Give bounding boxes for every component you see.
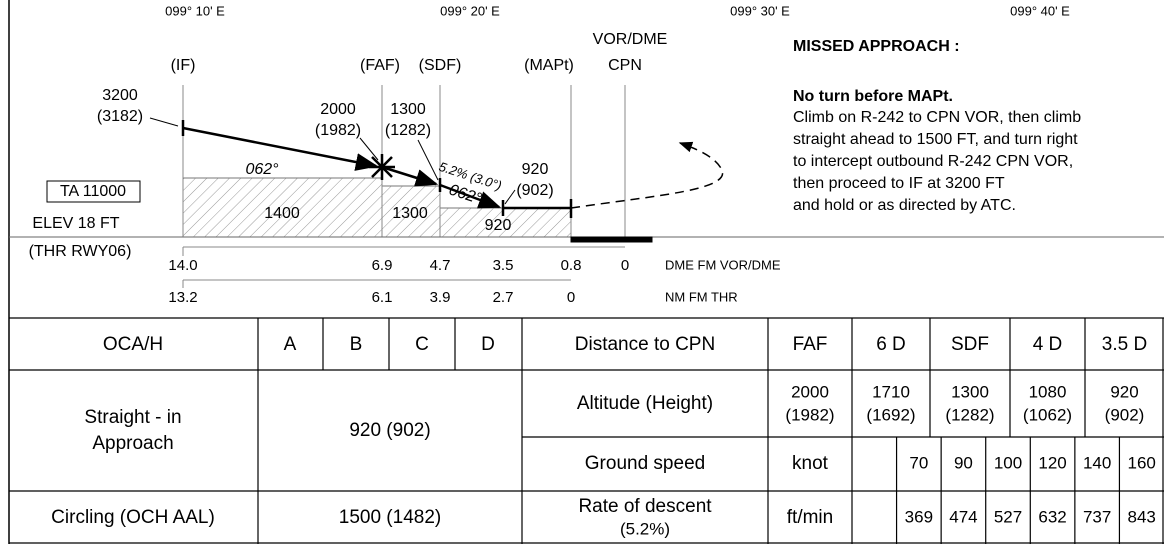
nm-value: 2.7 — [493, 289, 514, 306]
row-label: Straight - in — [84, 407, 181, 428]
nm-label: NM FM THR — [665, 289, 738, 304]
speed-value: 140 — [1083, 453, 1111, 472]
altitude-label: 2000 — [320, 101, 356, 118]
height-value: (1062) — [1023, 405, 1072, 424]
descent-value: 737 — [1083, 507, 1111, 526]
altitude-label: 1300 — [390, 101, 426, 118]
missed-subtitle: No turn before MAPt. — [793, 88, 953, 105]
dme-value: 0 — [621, 257, 629, 274]
descent-value: 474 — [949, 507, 977, 526]
dme-label: DME FM VOR/DME — [665, 257, 781, 272]
oca-area-label: 1400 — [264, 205, 300, 222]
dme-value: 6.9 — [372, 257, 393, 274]
height-label: (1982) — [315, 122, 361, 139]
dme-value: 4.7 — [430, 257, 451, 274]
transition-altitude: TA 11000 — [60, 183, 126, 200]
column-header: SDF — [951, 334, 989, 355]
missed-text: straight ahead to 1500 FT, and turn righ… — [793, 131, 1078, 148]
oca-area-label: 920 — [485, 217, 512, 234]
height-label: (1282) — [385, 122, 431, 139]
altitude-label: 920 — [522, 161, 549, 178]
missed-text: then proceed to IF at 3200 FT — [793, 175, 1005, 192]
longitude-label: 099° 20' E — [440, 3, 500, 18]
height-value: (1282) — [945, 405, 994, 424]
row-label: Circling (OCH AAL) — [51, 507, 215, 528]
descent-value: 632 — [1038, 507, 1066, 526]
dme-value: 3.5 — [493, 257, 514, 274]
nm-value: 6.1 — [372, 289, 393, 306]
speed-value: 120 — [1038, 453, 1066, 472]
row-label: Distance to CPN — [575, 334, 715, 355]
table-header: D — [481, 334, 495, 355]
fix-label: (FAF) — [360, 57, 400, 74]
longitude-label: 099° 40' E — [1010, 3, 1070, 18]
table-header: OCA/H — [103, 334, 163, 355]
height-label: (3182) — [97, 108, 143, 125]
nm-value: 3.9 — [430, 289, 451, 306]
table-grid — [9, 317, 1164, 544]
speed-value: 90 — [954, 453, 973, 472]
missed-title: MISSED APPROACH : — [793, 38, 960, 55]
row-label: Rate of descent — [578, 496, 712, 517]
oca-area-label: 1300 — [392, 205, 428, 222]
descent-value: 843 — [1128, 507, 1156, 526]
missed-text: Climb on R-242 to CPN VOR, then climb — [793, 109, 1081, 126]
table-header: C — [415, 334, 429, 355]
dme-value: 14.0 — [168, 257, 197, 274]
altitude-value: 1080 — [1029, 382, 1067, 401]
altitude-value: 1300 — [951, 382, 989, 401]
nm-value: 13.2 — [168, 289, 197, 306]
column-header: 3.5 D — [1102, 334, 1147, 355]
threshold-label: (THR RWY06) — [29, 243, 132, 260]
dme-value: 0.8 — [561, 257, 582, 274]
descent-value: 527 — [994, 507, 1022, 526]
unit-label: knot — [792, 453, 829, 474]
height-value: (1982) — [785, 405, 834, 424]
altitude-value: 920 — [1110, 382, 1138, 401]
column-header: 4 D — [1033, 334, 1063, 355]
oca-value: 1500 (1482) — [339, 507, 441, 528]
row-label: (5.2%) — [620, 519, 670, 538]
fix-label: (MAPt) — [524, 57, 574, 74]
longitude-label: 099° 30' E — [730, 3, 790, 18]
row-label: Altitude (Height) — [577, 393, 713, 414]
descent-value: 369 — [905, 507, 933, 526]
longitude-label: 099° 10' E — [165, 3, 225, 18]
fix-label: CPN — [608, 57, 642, 74]
fix-label: (SDF) — [419, 57, 462, 74]
missed-text: and hold or as directed by ATC. — [793, 197, 1016, 214]
row-label: Approach — [92, 433, 173, 454]
oca-value: 920 (902) — [349, 420, 430, 441]
height-value: (1692) — [866, 405, 915, 424]
missed-text: to intercept outbound R-242 CPN VOR, — [793, 153, 1073, 170]
fix-label: (IF) — [171, 57, 196, 74]
table-header: A — [284, 334, 297, 355]
column-header: FAF — [793, 334, 828, 355]
altitude-label: 3200 — [102, 87, 138, 104]
profile-graphics — [8, 0, 1164, 544]
elevation: ELEV 18 FT — [32, 215, 119, 232]
speed-value: 160 — [1128, 453, 1156, 472]
table-header: B — [350, 334, 363, 355]
speed-value: 100 — [994, 453, 1022, 472]
nm-value: 0 — [567, 289, 575, 306]
track-label: 062° — [245, 161, 279, 178]
column-header: 6 D — [876, 334, 906, 355]
row-label: Ground speed — [585, 453, 705, 474]
height-label: (902) — [516, 182, 553, 199]
height-value: (902) — [1105, 405, 1145, 424]
altitude-value: 2000 — [791, 382, 829, 401]
unit-label: ft/min — [787, 507, 833, 528]
altitude-value: 1710 — [872, 382, 910, 401]
speed-value: 70 — [909, 453, 928, 472]
fix-label: VOR/DME — [593, 31, 668, 48]
